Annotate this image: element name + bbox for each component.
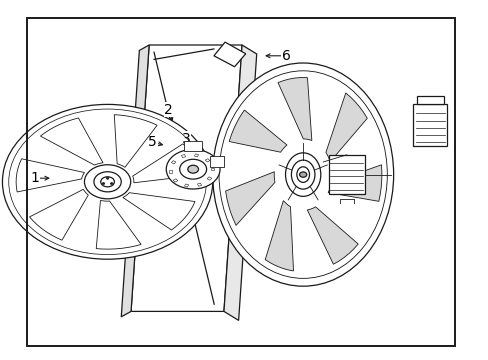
Bar: [173, 179, 178, 182]
Bar: [205, 159, 209, 162]
Circle shape: [2, 104, 212, 259]
Polygon shape: [225, 172, 274, 225]
Ellipse shape: [212, 63, 393, 286]
Bar: [181, 154, 185, 158]
Polygon shape: [278, 77, 311, 140]
Bar: [197, 183, 201, 186]
Circle shape: [106, 177, 109, 179]
Bar: [328, 155, 365, 194]
Polygon shape: [224, 45, 256, 320]
Circle shape: [299, 172, 306, 177]
Text: 6: 6: [281, 49, 290, 63]
Circle shape: [166, 149, 220, 189]
Polygon shape: [131, 45, 242, 311]
Text: 4: 4: [427, 98, 436, 111]
Text: 1: 1: [31, 171, 40, 185]
Circle shape: [94, 172, 121, 192]
Ellipse shape: [285, 153, 320, 196]
Circle shape: [101, 177, 114, 187]
Bar: [210, 168, 214, 170]
Polygon shape: [121, 45, 149, 317]
Circle shape: [187, 165, 198, 173]
Ellipse shape: [296, 167, 309, 183]
Bar: [412, 104, 447, 146]
Bar: [27, 18, 454, 346]
Bar: [184, 141, 202, 151]
Polygon shape: [214, 42, 245, 67]
Bar: [171, 161, 176, 164]
Bar: [207, 177, 211, 180]
Text: 3: 3: [181, 132, 190, 145]
Circle shape: [84, 165, 130, 199]
Polygon shape: [325, 93, 366, 162]
Polygon shape: [264, 201, 293, 271]
Circle shape: [102, 183, 104, 184]
Bar: [210, 156, 224, 167]
Bar: [184, 184, 188, 187]
Circle shape: [180, 159, 206, 179]
Bar: [416, 96, 443, 104]
Polygon shape: [327, 165, 381, 201]
Text: 2: 2: [164, 103, 173, 117]
Ellipse shape: [291, 160, 314, 189]
Bar: [194, 154, 198, 157]
Circle shape: [110, 183, 113, 184]
Bar: [169, 170, 172, 173]
Polygon shape: [307, 207, 358, 264]
Polygon shape: [229, 110, 286, 152]
Text: 5: 5: [148, 135, 157, 149]
